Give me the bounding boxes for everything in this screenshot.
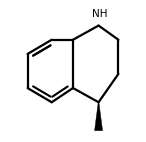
Polygon shape	[95, 102, 102, 131]
Text: NH: NH	[92, 9, 108, 19]
